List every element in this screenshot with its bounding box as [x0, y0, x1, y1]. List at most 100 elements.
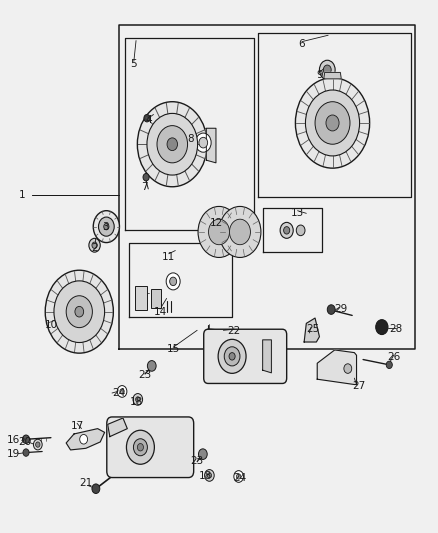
Text: 11: 11	[162, 252, 175, 262]
Circle shape	[66, 296, 92, 328]
Text: 19: 19	[7, 449, 21, 458]
Text: 27: 27	[352, 381, 365, 391]
Circle shape	[75, 306, 84, 317]
Circle shape	[157, 126, 187, 163]
Circle shape	[80, 434, 88, 444]
Circle shape	[344, 364, 352, 373]
Circle shape	[305, 90, 360, 156]
Text: 13: 13	[291, 208, 304, 219]
Bar	[193, 128, 214, 158]
Text: 22: 22	[228, 326, 241, 336]
Circle shape	[23, 449, 29, 456]
Polygon shape	[324, 72, 341, 79]
Circle shape	[134, 439, 148, 456]
Circle shape	[33, 439, 42, 450]
Circle shape	[133, 393, 143, 405]
Circle shape	[315, 102, 350, 144]
Text: 23: 23	[191, 456, 204, 465]
Polygon shape	[317, 350, 357, 384]
Circle shape	[54, 281, 105, 343]
Text: 18: 18	[199, 472, 212, 481]
Text: 9: 9	[316, 70, 323, 80]
Circle shape	[280, 222, 293, 238]
Text: 23: 23	[138, 370, 152, 381]
Text: 10: 10	[44, 320, 57, 330]
Circle shape	[319, 60, 335, 79]
Bar	[135, 286, 147, 310]
Circle shape	[218, 340, 246, 373]
Circle shape	[117, 385, 127, 397]
Text: 8: 8	[187, 134, 194, 144]
Circle shape	[89, 238, 100, 252]
Circle shape	[138, 102, 207, 187]
Circle shape	[230, 219, 251, 245]
Circle shape	[234, 471, 244, 482]
Polygon shape	[263, 340, 272, 373]
Circle shape	[199, 138, 208, 148]
Circle shape	[229, 353, 235, 360]
Text: 7: 7	[141, 182, 148, 192]
Circle shape	[35, 442, 40, 447]
Text: 18: 18	[129, 397, 143, 407]
Polygon shape	[304, 318, 319, 342]
Circle shape	[208, 219, 230, 245]
Circle shape	[284, 227, 290, 234]
Circle shape	[219, 206, 261, 257]
Text: 15: 15	[166, 344, 180, 354]
Circle shape	[45, 270, 113, 353]
Text: 2: 2	[91, 243, 98, 253]
Polygon shape	[66, 429, 105, 450]
Circle shape	[148, 361, 156, 371]
Text: 25: 25	[306, 324, 319, 334]
Circle shape	[147, 114, 198, 175]
Text: 17: 17	[71, 421, 84, 431]
Circle shape	[326, 115, 339, 131]
Circle shape	[22, 435, 29, 443]
FancyBboxPatch shape	[107, 417, 194, 478]
Circle shape	[205, 470, 214, 481]
Text: 5: 5	[131, 60, 137, 69]
Circle shape	[198, 449, 207, 459]
Text: 14: 14	[153, 306, 167, 317]
Circle shape	[92, 242, 97, 248]
Text: 12: 12	[210, 218, 223, 228]
Text: 1: 1	[19, 190, 26, 200]
Text: 24: 24	[112, 388, 125, 398]
Text: 20: 20	[18, 437, 31, 447]
Circle shape	[224, 347, 240, 366]
Text: 28: 28	[389, 324, 403, 334]
Circle shape	[237, 474, 241, 479]
Circle shape	[386, 361, 392, 368]
Text: 29: 29	[335, 304, 348, 314]
Circle shape	[195, 133, 211, 152]
Circle shape	[92, 484, 100, 494]
Circle shape	[138, 443, 144, 451]
Circle shape	[327, 305, 335, 314]
FancyBboxPatch shape	[204, 329, 287, 383]
Circle shape	[143, 173, 149, 181]
Circle shape	[376, 320, 388, 335]
Circle shape	[99, 217, 114, 236]
Circle shape	[170, 277, 177, 286]
Circle shape	[104, 223, 109, 230]
Circle shape	[296, 225, 305, 236]
Circle shape	[120, 389, 124, 394]
Circle shape	[136, 397, 140, 402]
Circle shape	[207, 473, 212, 478]
Text: 16: 16	[7, 435, 21, 446]
Text: 6: 6	[299, 39, 305, 49]
Circle shape	[93, 211, 120, 243]
Text: 21: 21	[79, 479, 92, 488]
Text: 24: 24	[233, 473, 247, 483]
Bar	[151, 289, 161, 308]
Polygon shape	[108, 418, 127, 437]
Circle shape	[166, 273, 180, 290]
Circle shape	[198, 206, 240, 257]
Text: 3: 3	[102, 222, 109, 232]
Circle shape	[295, 78, 370, 168]
Text: 4: 4	[146, 115, 152, 125]
Circle shape	[127, 430, 154, 464]
Polygon shape	[206, 128, 216, 163]
Text: 26: 26	[387, 352, 400, 362]
Circle shape	[144, 115, 150, 122]
